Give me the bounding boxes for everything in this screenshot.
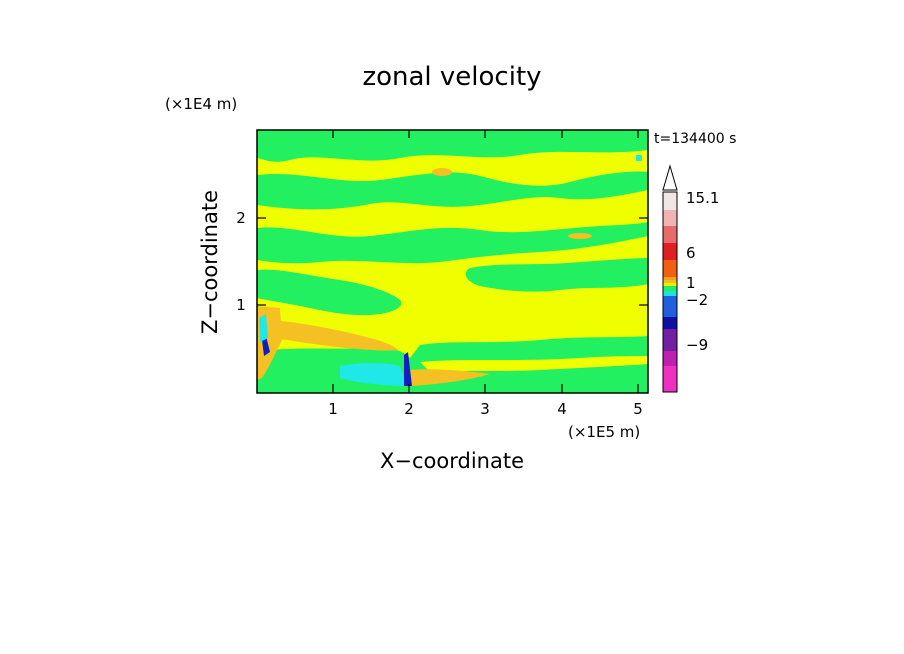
colorbar-segment bbox=[663, 192, 677, 210]
x-tick-label: 5 bbox=[633, 400, 643, 418]
colorbar-segment bbox=[663, 286, 677, 291]
colorbar-segment bbox=[663, 243, 677, 260]
yellow-streak-lower bbox=[420, 356, 648, 372]
orange-blob-top bbox=[432, 168, 452, 176]
green-patch-right bbox=[465, 258, 648, 292]
cyan-spike-left bbox=[259, 314, 268, 342]
y-axis-label: Z−coordinate bbox=[198, 190, 222, 334]
colorbar-segment bbox=[663, 283, 677, 286]
y-tick-label: 1 bbox=[236, 296, 246, 314]
colorbar-label: −2 bbox=[686, 291, 708, 309]
velocity-field bbox=[257, 130, 648, 393]
colorbar-segment bbox=[663, 277, 677, 280]
x-tick-label: 1 bbox=[328, 400, 338, 418]
colorbar-segment bbox=[663, 351, 677, 366]
cyan-patch-bottom bbox=[340, 363, 406, 386]
x-tick-label: 2 bbox=[404, 400, 414, 418]
y-tick-label: 2 bbox=[236, 209, 246, 227]
colorbar-label: −9 bbox=[686, 336, 708, 354]
time-label: t=134400 s bbox=[654, 131, 736, 147]
orange-near-x2 bbox=[410, 369, 490, 386]
blue-spike-left bbox=[262, 336, 270, 356]
green-band-2 bbox=[257, 171, 648, 210]
colorbar-segment bbox=[663, 260, 677, 277]
colorbar-segment bbox=[663, 291, 677, 296]
colorbar-label: 1 bbox=[686, 274, 696, 292]
colorbar-segment bbox=[663, 210, 677, 226]
colorbar-label: 6 bbox=[686, 244, 696, 262]
x-ticks bbox=[332, 130, 639, 393]
colorbar-segment bbox=[663, 296, 677, 317]
green-band-4 bbox=[257, 269, 402, 316]
green-band-3 bbox=[257, 222, 648, 264]
colorbar-segment bbox=[663, 329, 677, 351]
x-unit-label: (×1E5 m) bbox=[568, 423, 640, 441]
colorbar bbox=[662, 191, 678, 393]
colorbar-segment bbox=[663, 226, 677, 243]
green-band-top bbox=[257, 130, 648, 162]
orange-wedge-left bbox=[270, 320, 398, 351]
x-tick-label: 4 bbox=[557, 400, 567, 418]
colorbar-frame bbox=[662, 191, 678, 393]
plot-frame bbox=[256, 129, 649, 394]
cyan-dot-topright bbox=[636, 155, 642, 161]
y-ticks bbox=[257, 217, 648, 306]
colorbar-label: 15.1 bbox=[686, 189, 719, 207]
colorbar-segment bbox=[663, 280, 677, 283]
blue-spike-x2 bbox=[404, 352, 412, 386]
orange-blob-mid bbox=[568, 233, 592, 239]
colorbar-segment bbox=[663, 317, 677, 329]
x-tick-label: 3 bbox=[480, 400, 490, 418]
colorbar-segment bbox=[663, 366, 677, 392]
y-unit-label: (×1E4 m) bbox=[165, 95, 237, 113]
colorbar-arrow bbox=[662, 164, 678, 191]
chart-title: zonal velocity bbox=[362, 62, 541, 92]
x-axis-label: X−coordinate bbox=[380, 449, 524, 473]
